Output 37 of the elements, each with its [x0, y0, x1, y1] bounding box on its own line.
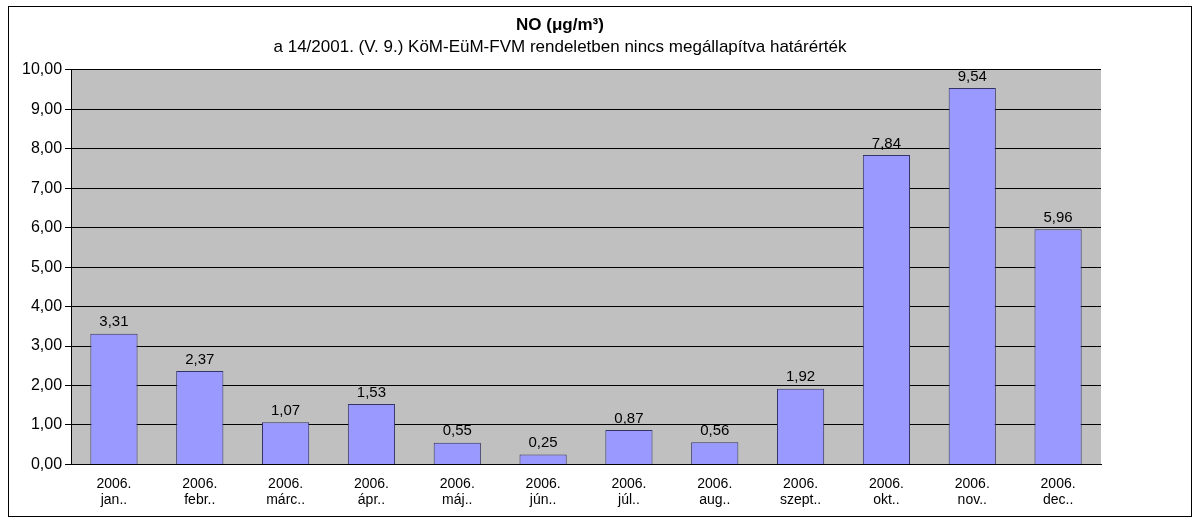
chart-title: NO (μg/m³) [516, 14, 604, 34]
x-tick-label: 2006. nov.. [954, 474, 990, 508]
data-label: 0,25 [528, 433, 558, 451]
x-tick-label: 2006. júl.. [611, 474, 647, 508]
y-tick-label: 7,00 [30, 178, 63, 196]
x-tick-label: 2006. szept.. [779, 474, 822, 508]
x-tick-label: 2006. dec.. [1040, 474, 1076, 508]
x-tick-label: 2006. ápr.. [353, 474, 389, 508]
y-tick-label: 5,00 [30, 257, 63, 275]
x-tick-label: 2006. aug.. [697, 474, 733, 508]
data-label: 7,84 [871, 133, 902, 151]
x-tick-label: 2006. márc.. [266, 474, 306, 508]
data-label: 1,92 [785, 367, 816, 385]
x-tick-label: 2006. jan.. [96, 474, 132, 508]
y-tick-label: 4,00 [30, 296, 63, 314]
y-tick-label: 0,00 [30, 454, 63, 472]
data-label: 1,07 [271, 400, 301, 418]
data-label: 0,55 [442, 421, 472, 439]
data-label: 0,87 [614, 408, 644, 426]
y-tick-label: 9,00 [30, 99, 63, 117]
y-tick-label: 3,00 [30, 336, 63, 354]
x-tick-label: 2006. máj.. [439, 474, 475, 508]
y-tick-label: 2,00 [30, 375, 63, 393]
x-tick-label: 2006. okt.. [868, 474, 904, 508]
data-label: 0,56 [700, 420, 730, 438]
data-label: 1,53 [356, 382, 387, 400]
x-tick-label: 2006. jún.. [525, 474, 561, 508]
data-label: 5,96 [1043, 207, 1073, 225]
data-label: 3,31 [99, 312, 129, 330]
y-tick-label: 1,00 [30, 415, 63, 433]
x-tick-label: 2006. febr.. [182, 474, 218, 508]
y-tick-label: 10,00 [21, 60, 63, 78]
y-tick-label: 6,00 [30, 218, 63, 236]
chart-subtitle: a 14/2001. (V. 9.) KöM-EüM-FVM rendeletben nincs megállapítva határérték [273, 37, 847, 57]
data-label: 2,37 [185, 349, 215, 367]
data-label: 9,54 [957, 66, 987, 84]
y-tick-label: 8,00 [30, 139, 63, 157]
